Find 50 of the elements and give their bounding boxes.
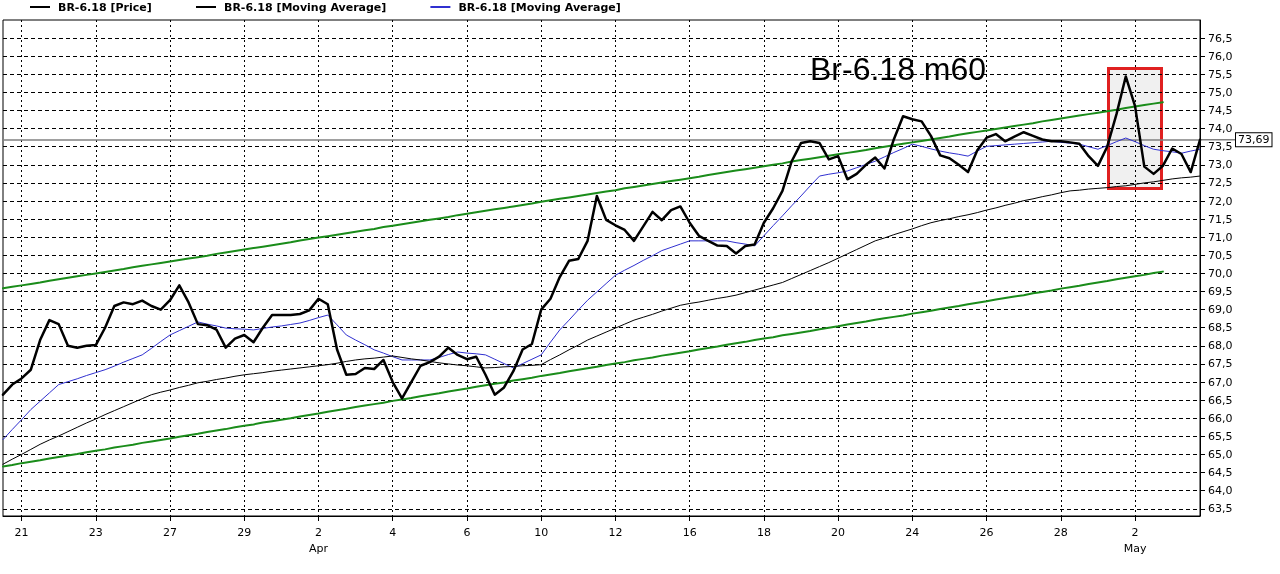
x-tick-label: 28 (1053, 525, 1068, 539)
y-tick-label: 71,0 (1208, 230, 1233, 244)
y-tick-label: 67,5 (1208, 357, 1233, 371)
y-tick-label: 67,0 (1208, 375, 1233, 389)
x-tick-label: 2 May (1123, 525, 1147, 555)
y-tick-label: 71,5 (1208, 212, 1233, 226)
y-tick-label: 72,0 (1208, 194, 1233, 208)
y-tick-label: 75,0 (1208, 85, 1233, 99)
x-tick-label: 6 (463, 525, 471, 539)
y-tick-label: 64,5 (1208, 466, 1233, 480)
text: Br-6.18 m60 (810, 51, 987, 87)
x-tick-label: 16 (682, 525, 697, 539)
x-tick-label: 10 (534, 525, 549, 539)
x-tick-label: 12 (608, 525, 623, 539)
y-tick-label: 76,0 (1208, 49, 1233, 63)
y-tick-label: 76,5 (1208, 31, 1233, 45)
ref-line-label: 73,69 (1238, 133, 1270, 147)
y-tick-label: 69,0 (1208, 303, 1233, 317)
x-tick-label: 20 (831, 525, 846, 539)
y-tick-label: 65,5 (1208, 429, 1233, 443)
x-tick-label: 18 (756, 525, 771, 539)
x-tick-label: 24 (905, 525, 920, 539)
y-tick-label: 64,0 (1208, 484, 1233, 498)
y-tick-label: 68,0 (1208, 339, 1233, 353)
x-tick-label: 26 (979, 525, 994, 539)
x-tick-label: 29 (237, 525, 252, 539)
y-tick-label: 70,5 (1208, 248, 1233, 262)
y-tick-label: 74,5 (1208, 104, 1233, 118)
y-tick-label: 75,5 (1208, 67, 1233, 81)
y-tick-label: 70,0 (1208, 266, 1233, 280)
y-tick-label: 74,0 (1208, 122, 1233, 136)
x-tick-label: 2 Apr (308, 525, 329, 555)
y-tick-label: 63,5 (1208, 502, 1233, 516)
y-tick-label: 65,0 (1208, 447, 1233, 461)
y-tick-label: 73,5 (1208, 140, 1233, 154)
x-tick-label: 27 (163, 525, 178, 539)
legend-label: BR-6.18 [Moving Average] (458, 0, 621, 14)
x-tick-label: 21 (14, 525, 29, 539)
y-tick-label: 66,5 (1208, 393, 1233, 407)
x-tick-label: 4 (389, 525, 397, 539)
legend-label: BR-6.18 [Price] (58, 0, 152, 14)
legend-label: BR-6.18 [Moving Average] (224, 0, 387, 14)
y-tick-label: 68,5 (1208, 321, 1233, 335)
y-tick-label: 72,5 (1208, 176, 1233, 190)
y-tick-label: 69,5 (1208, 285, 1233, 299)
x-tick-label: 23 (88, 525, 103, 539)
line-series (2, 270, 1164, 468)
line-series (2, 101, 1164, 290)
y-tick-label: 73,0 (1208, 158, 1233, 172)
y-tick-label: 66,0 (1208, 411, 1233, 425)
